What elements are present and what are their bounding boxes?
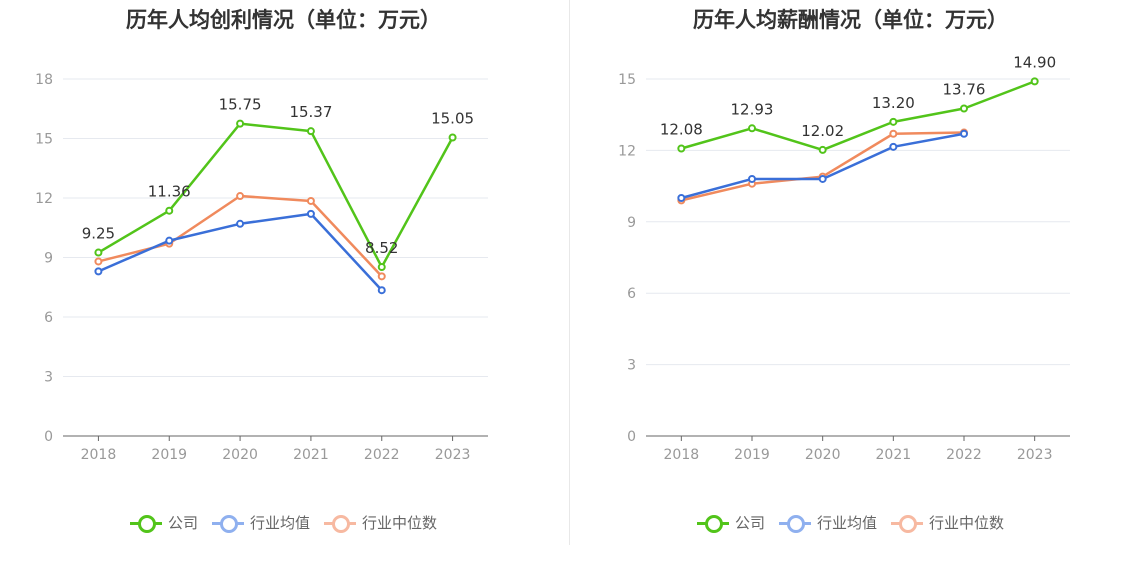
legend-item-company[interactable]: 公司	[129, 512, 198, 533]
y-tick-label: 3	[627, 358, 636, 374]
x-tick-label: 2019	[151, 447, 187, 463]
series-line-industry-avg	[681, 132, 965, 200]
data-label: 15.37	[289, 103, 332, 121]
legend-item-industry-avg[interactable]: 行业均值	[778, 512, 877, 533]
data-label: 8.52	[365, 239, 398, 257]
data-point-industry-avg	[94, 267, 103, 276]
legend-item-company[interactable]: 公司	[696, 512, 765, 533]
data-point-company	[306, 127, 315, 136]
y-tick-label: 18	[35, 72, 53, 88]
panel-divider	[569, 0, 570, 545]
data-point-industry-avg	[377, 286, 386, 295]
data-label: 11.36	[148, 183, 191, 201]
profit-line-chart: 0 3 6 9 12 15 18 2018 2019 2020 2021 2022 2023 9.25 11…	[35, 72, 488, 463]
data-label: 9.25	[82, 225, 115, 243]
y-tick-label: 9	[627, 215, 636, 231]
data-point-company	[818, 145, 827, 154]
data-point-company	[448, 133, 457, 142]
data-point-industry-avg	[165, 236, 174, 245]
data-point-company	[377, 263, 386, 272]
data-label: 12.08	[660, 120, 703, 138]
chart-panel-salary: 历年人均薪酬情况（单位：万元） 0 3 6 9 12 15 2018 2019 2020 2021…	[567, 0, 1134, 582]
data-point-industry-avg	[960, 129, 968, 138]
y-tick-label: 6	[44, 310, 53, 326]
x-tick-label: 2023	[435, 447, 471, 463]
y-tick-label: 9	[44, 251, 53, 267]
data-point-company	[165, 206, 174, 215]
data-point-industry-median	[377, 272, 386, 281]
legend-item-industry-median[interactable]: 行业中位数	[324, 512, 437, 533]
legend-label: 行业中位数	[929, 514, 1005, 532]
legend: 公司 行业均值 行业中位数	[567, 512, 1134, 533]
series-line-company	[680, 80, 1036, 152]
x-tick-label: 2021	[293, 447, 329, 463]
legend-label: 行业均值	[816, 514, 877, 532]
data-point-industry-median	[306, 196, 315, 205]
x-tick-label: 2021	[876, 447, 912, 463]
legend-line-icon	[778, 514, 811, 533]
legend-label: 公司	[167, 514, 198, 532]
legend-line-icon	[696, 514, 729, 533]
data-label: 15.75	[219, 96, 262, 114]
data-point-company	[94, 248, 103, 257]
legend-line-icon	[324, 514, 356, 533]
data-point-industry-avg	[306, 209, 315, 218]
legend-item-industry-avg[interactable]: 行业均值	[211, 512, 310, 533]
series-line-industry-median	[98, 194, 383, 278]
data-point-industry-median	[889, 129, 898, 138]
legend: 公司 行业均值 行业中位数	[0, 512, 567, 533]
data-point-industry-avg	[889, 142, 898, 151]
chart-title: 历年人均薪酬情况（单位：万元）	[693, 8, 1008, 32]
legend-label: 行业均值	[249, 514, 310, 532]
legend-line-icon	[211, 514, 244, 533]
data-point-industry-median	[236, 192, 245, 201]
x-tick-label: 2018	[664, 447, 700, 463]
data-point-industry-avg	[236, 219, 245, 228]
y-tick-label: 15	[618, 72, 636, 88]
chart-panel-profit: 历年人均创利情况（单位：万元） 0 3 6 9 12 15 18 2018 2019 2020 20…	[0, 8, 567, 533]
legend-line-icon	[129, 514, 162, 533]
chart-title: 历年人均创利情况（单位：万元）	[126, 8, 441, 32]
x-tick-label: 2020	[222, 447, 258, 463]
data-label: 13.20	[872, 94, 915, 112]
data-point-company	[236, 119, 245, 128]
y-tick-label: 0	[627, 429, 636, 445]
x-tick-label: 2019	[734, 447, 770, 463]
data-label: 13.76	[943, 81, 986, 99]
x-tick-label: 2022	[946, 447, 982, 463]
data-point-industry-median	[94, 257, 103, 266]
data-label: 12.02	[801, 122, 844, 140]
data-point-company	[1030, 77, 1039, 86]
x-tick-label: 2020	[805, 447, 841, 463]
y-tick-label: 12	[35, 191, 53, 207]
salary-line-chart: 0 3 6 9 12 15 2018 2019 2020 2021 2022 2023 12.08 12.…	[618, 53, 1070, 463]
data-label: 12.93	[731, 100, 774, 118]
y-tick-label: 15	[35, 132, 53, 148]
data-point-industry-avg	[677, 194, 686, 202]
series-line-company	[97, 122, 454, 269]
data-point-company	[960, 104, 968, 113]
y-tick-label: 12	[618, 143, 636, 159]
data-point-company	[748, 124, 756, 133]
data-label: 15.05	[431, 110, 474, 128]
data-point-company	[677, 144, 686, 153]
data-point-industry-avg	[748, 174, 756, 183]
x-tick-label: 2023	[1017, 447, 1053, 463]
y-tick-label: 6	[627, 286, 636, 302]
legend-label: 公司	[734, 514, 765, 532]
legend-line-icon	[891, 514, 923, 533]
x-tick-label: 2022	[364, 447, 400, 463]
legend-item-industry-median[interactable]: 行业中位数	[891, 512, 1004, 533]
data-point-industry-avg	[818, 174, 827, 183]
y-tick-label: 3	[44, 370, 53, 386]
data-point-company	[889, 117, 898, 126]
data-label: 14.90	[1013, 53, 1056, 71]
legend-label: 行业中位数	[362, 514, 438, 532]
x-tick-label: 2018	[81, 447, 117, 463]
y-tick-label: 0	[44, 429, 53, 445]
